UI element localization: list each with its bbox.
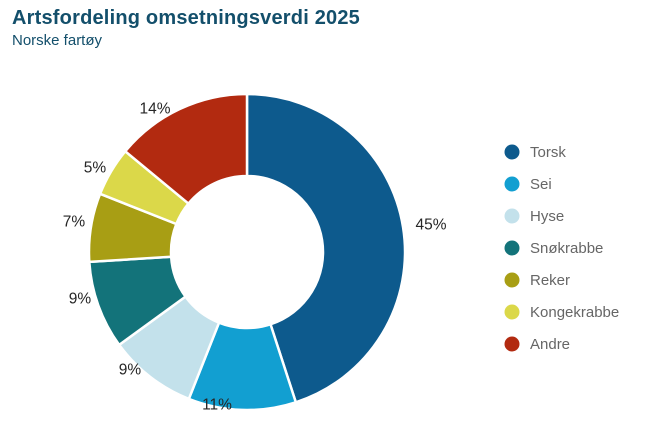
chart-header: Artsfordeling omsetningsverdi 2025 Norsk… (12, 6, 360, 50)
legend-swatch-reker (504, 272, 520, 288)
legend-item-sei[interactable]: Sei (504, 175, 619, 193)
legend-swatch-torsk (504, 144, 520, 160)
chart-subtitle: Norske fartøy (12, 32, 103, 49)
data-label-reker: 7% (63, 214, 86, 231)
chart-title: Artsfordeling omsetningsverdi 2025 (12, 7, 361, 29)
legend-swatch-hyse (504, 208, 520, 224)
legend-swatch-kongekrabbe (504, 304, 520, 320)
legend-item-torsk[interactable]: Torsk (504, 143, 619, 161)
legend-item-hyse[interactable]: Hyse (504, 207, 619, 225)
legend-swatch-andre (504, 336, 520, 352)
legend-label-hyse: Hyse (530, 207, 565, 225)
legend-swatch-snokrabbe (504, 240, 520, 256)
data-label-andre: 14% (139, 101, 170, 118)
chart-legend: Torsk Sei Hyse Snøkrabbe Reker Kongekrab… (504, 143, 620, 353)
legend-item-kongekrabbe[interactable]: Kongekrabbe (504, 303, 620, 321)
legend-label-andre: Andre (530, 335, 571, 353)
pie-slice-andre[interactable] (124, 92, 249, 205)
legend-item-reker[interactable]: Reker (504, 271, 619, 289)
legend-label-snokrabbe: Snøkrabbe (530, 239, 604, 257)
donut-chart: 45% 11% 9% 9% 7% 5% 14% (63, 92, 447, 414)
data-label-kongekrabbe: 5% (84, 160, 107, 177)
data-label-torsk: 45% (415, 217, 446, 234)
legend-item-snokrabbe[interactable]: Snøkrabbe (504, 239, 619, 257)
legend-label-sei: Sei (530, 175, 552, 193)
legend-label-kongekrabbe: Kongekrabbe (530, 303, 620, 321)
legend-item-andre[interactable]: Andre (504, 335, 619, 353)
data-label-snokrabbe: 9% (69, 291, 92, 308)
legend-label-torsk: Torsk (530, 143, 566, 161)
data-label-hyse: 9% (119, 362, 142, 379)
legend-swatch-sei (504, 176, 520, 192)
pie-slice-torsk[interactable] (245, 92, 407, 404)
data-label-sei: 11% (202, 397, 232, 414)
legend-label-reker: Reker (530, 271, 571, 289)
